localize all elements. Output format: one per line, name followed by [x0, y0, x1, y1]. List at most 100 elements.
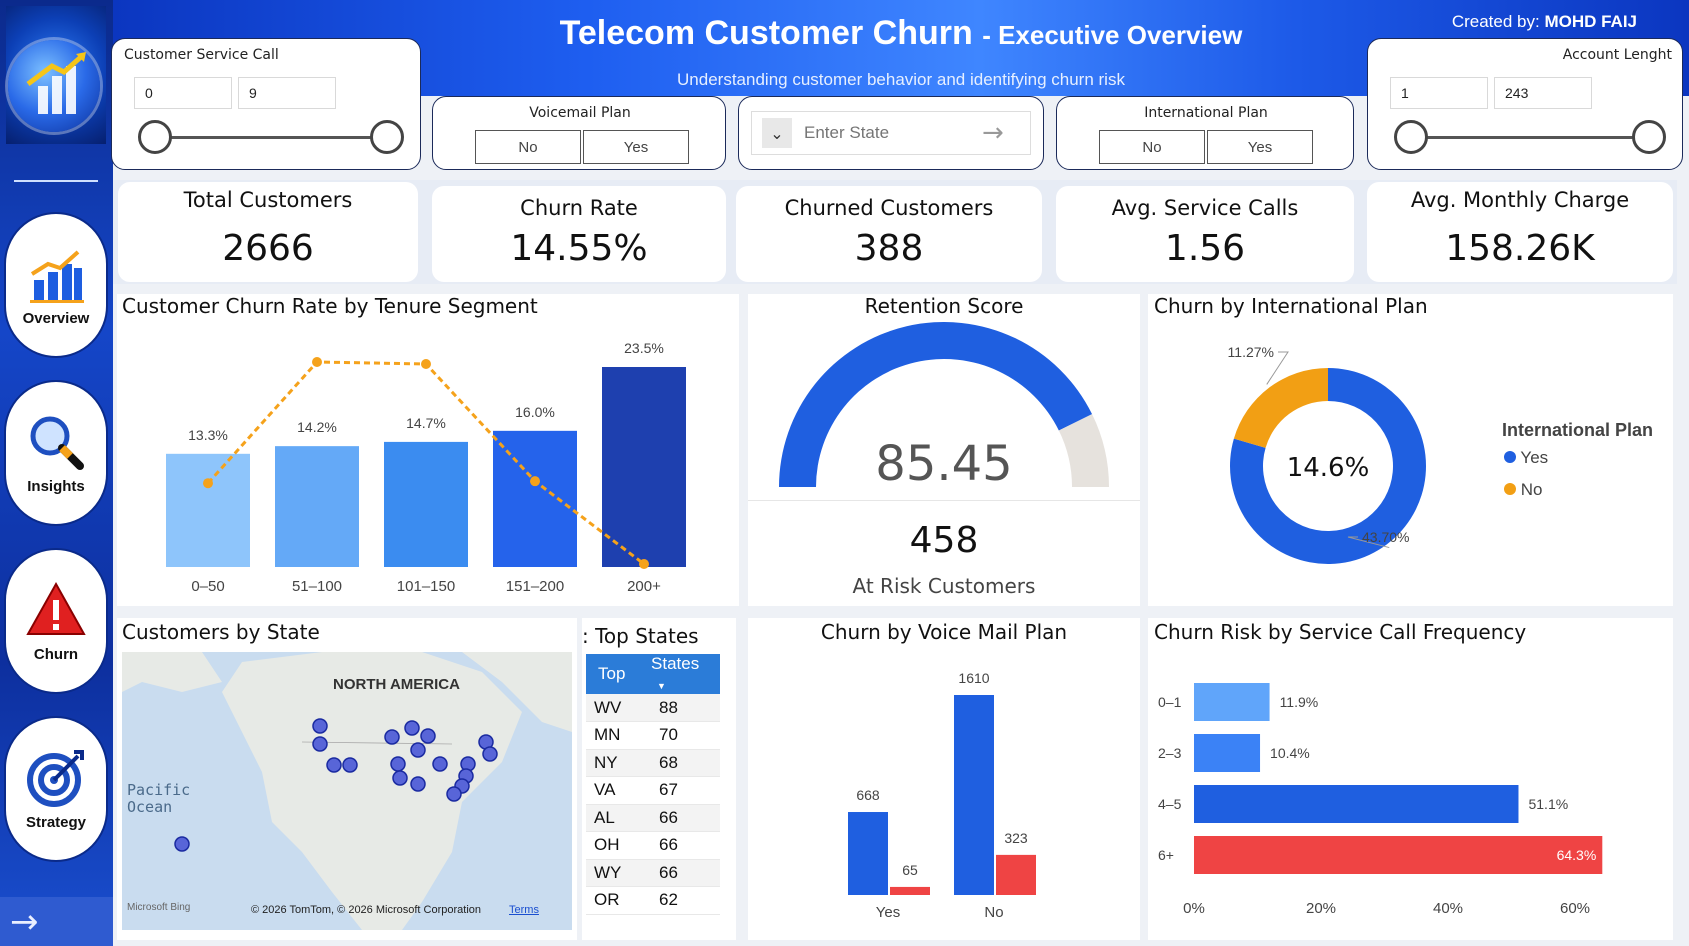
- nav-strategy-button[interactable]: Strategy: [4, 716, 108, 862]
- tenure-category-label: 0–50: [191, 578, 224, 595]
- tenure-trend-point: [203, 478, 213, 489]
- service-bar: [1194, 836, 1603, 874]
- state-slicer: ⌄ →: [738, 96, 1044, 170]
- account-length-max-handle[interactable]: [1632, 120, 1666, 154]
- map-marker[interactable]: [174, 836, 190, 852]
- gauge-remaining: [1058, 414, 1109, 487]
- kpi-total-customers: Total Customers 2666: [118, 182, 418, 282]
- service-call-min-input[interactable]: 0: [134, 77, 232, 109]
- tenure-bar-label: 23.5%: [624, 340, 664, 356]
- nav-overview-button[interactable]: Overview: [4, 212, 108, 358]
- state-map[interactable]: [122, 652, 572, 930]
- table-row[interactable]: OR 62: [586, 886, 720, 915]
- nav-churn-label: Churn: [33, 645, 79, 663]
- page-subtitle: Understanding customer behavior and iden…: [677, 70, 1125, 89]
- state-search-input[interactable]: [804, 123, 974, 143]
- next-page-arrow-icon[interactable]: →: [0, 897, 113, 946]
- retention-score-value: 85.45: [875, 436, 1013, 492]
- service-call-max-input[interactable]: 9: [238, 77, 336, 109]
- table-row[interactable]: NY 68: [586, 749, 720, 777]
- voicemail-no-option[interactable]: No: [475, 130, 581, 164]
- voicemail-bar: [890, 886, 930, 895]
- nav-strategy-label: Strategy: [25, 813, 87, 831]
- count-cell: 70: [639, 721, 720, 750]
- map-marker[interactable]: [312, 718, 328, 734]
- gauge-fill: [779, 322, 1093, 487]
- map-terms-link[interactable]: Terms: [509, 904, 539, 916]
- international-slicer: International Plan No Yes: [1056, 96, 1354, 170]
- table-row[interactable]: VA 67: [586, 776, 720, 805]
- magnifier-icon: [30, 416, 84, 470]
- map-marker[interactable]: [384, 729, 400, 745]
- table-row[interactable]: AL 66: [586, 804, 720, 832]
- voicemail-bar: [848, 812, 888, 895]
- service-call-slicer: Customer Service Call 0 9: [111, 38, 421, 170]
- map-marker[interactable]: [312, 736, 328, 752]
- voicemail-bar-label: 323: [1004, 830, 1028, 846]
- voicemail-category-label: Yes: [876, 904, 900, 921]
- tenure-bar: [493, 430, 577, 567]
- arrow-right-icon[interactable]: →: [982, 118, 1004, 148]
- nav-overview-label: Overview: [22, 309, 90, 327]
- map-marker[interactable]: [390, 756, 406, 772]
- count-cell: 66: [639, 831, 720, 860]
- state-cell: NY: [586, 749, 640, 777]
- table-row[interactable]: OH 66: [586, 831, 720, 860]
- legend-dot-icon: [1504, 451, 1516, 463]
- created-by-label: Created by:: [1451, 12, 1540, 31]
- voicemail-category-label: No: [984, 904, 1003, 921]
- legend-item-no[interactable]: No: [1504, 480, 1542, 500]
- map-marker[interactable]: [420, 728, 436, 744]
- state-search-box[interactable]: ⌄ →: [751, 111, 1031, 155]
- sidebar-divider: [14, 180, 98, 182]
- column-header-top[interactable]: Top: [586, 654, 640, 694]
- international-yes-option[interactable]: Yes: [1207, 130, 1313, 164]
- voicemail-chart: 668 65 Yes 1610 323 No: [848, 670, 1036, 921]
- service-category-label: 0–1: [1158, 694, 1182, 710]
- account-length-min-handle[interactable]: [1394, 120, 1428, 154]
- account-length-max-input[interactable]: 243: [1494, 77, 1592, 109]
- map-marker[interactable]: [342, 757, 358, 773]
- sort-desc-icon[interactable]: ▼: [657, 681, 666, 691]
- map-marker[interactable]: [482, 746, 498, 762]
- tenure-bar: [384, 441, 468, 567]
- map-marker[interactable]: [404, 720, 420, 736]
- kpi-label: Churned Customers: [784, 196, 994, 220]
- voicemail-bar-label: 65: [902, 862, 918, 878]
- legend-item-yes[interactable]: Yes: [1504, 448, 1548, 468]
- map-marker[interactable]: [410, 742, 426, 758]
- map-marker[interactable]: [432, 756, 448, 772]
- column-header-states[interactable]: States ▼: [639, 654, 720, 694]
- international-no-option[interactable]: No: [1099, 130, 1205, 164]
- map-marker[interactable]: [410, 776, 426, 792]
- account-length-min-input[interactable]: 1: [1390, 77, 1488, 109]
- sidebar: Overview Insights Churn Strategy →: [0, 0, 113, 946]
- table-row[interactable]: WV 88: [586, 694, 720, 722]
- table-row[interactable]: WY 66: [586, 859, 720, 887]
- nav-insights-button[interactable]: Insights: [4, 380, 108, 526]
- service-call-min-handle[interactable]: [138, 120, 172, 154]
- service-bar-label: 10.4%: [1270, 745, 1310, 761]
- voicemail-chart-title: Churn by Voice Mail Plan: [820, 620, 1068, 644]
- state-cell: WY: [586, 859, 640, 887]
- tenure-chart: 13.3% 0–50 14.2% 51–100 14.7% 101–150 16.0% 151…: [166, 340, 686, 595]
- intl-chart-panel: Churn by International Plan 43.70% 11.27%…: [1148, 294, 1673, 606]
- bar-chart-icon: [30, 250, 84, 303]
- service-call-max-handle[interactable]: [370, 120, 404, 154]
- voicemail-bar: [954, 695, 994, 895]
- kpi-churned-customers: Churned Customers 388: [736, 186, 1042, 282]
- voicemail-chart-panel: Churn by Voice Mail Plan 668 65 Yes 1610 323…: [748, 618, 1140, 940]
- service-bar-label: 64.3%: [1557, 847, 1597, 863]
- map-markers[interactable]: [174, 718, 498, 852]
- table-row[interactable]: MN 70: [586, 721, 720, 750]
- map-marker[interactable]: [392, 770, 408, 786]
- kpi-value: 158.26K: [1445, 228, 1595, 269]
- map-marker[interactable]: [446, 786, 462, 802]
- count-cell: 66: [639, 804, 720, 832]
- service-category-label: 4–5: [1158, 796, 1182, 812]
- map-marker[interactable]: [326, 757, 342, 773]
- voicemail-yes-option[interactable]: Yes: [583, 130, 689, 164]
- tenure-category-label: 200+: [627, 578, 661, 595]
- nav-churn-button[interactable]: Churn: [4, 548, 108, 694]
- chevron-down-icon[interactable]: ⌄: [762, 118, 792, 148]
